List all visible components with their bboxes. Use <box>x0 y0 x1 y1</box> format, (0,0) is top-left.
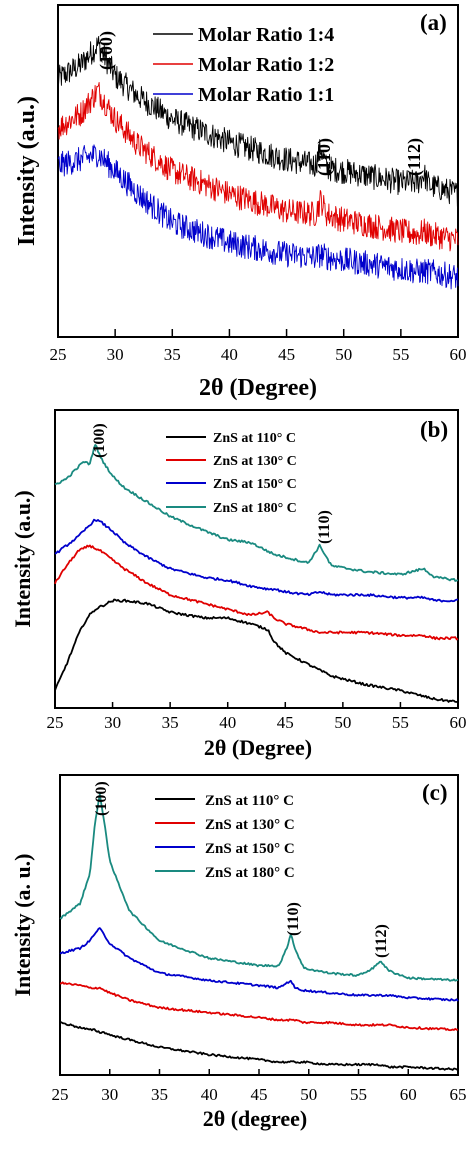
panel-a-legend: Molar Ratio 1:4 Molar Ratio 1:2 Molar Ra… <box>153 24 334 106</box>
panel-b-y-axis-label: Intensity (a.u.) <box>10 490 35 628</box>
panel-c-peak-100: (100) <box>93 781 110 816</box>
panel-b-legend-label-4: ZnS at 180° C <box>213 501 297 516</box>
panel-b-legend-label-2: ZnS at 130° C <box>213 454 297 469</box>
x-tick-label: 40 <box>219 713 236 732</box>
x-tick-label: 50 <box>300 1085 317 1104</box>
panel-c-x-axis: 25 30 35 40 45 50 55 60 65 <box>52 1069 467 1104</box>
panel-b-legend: ZnS at 110° C ZnS at 130° C ZnS at 150° … <box>166 431 297 516</box>
series-line-teal <box>54 444 459 582</box>
x-tick-label: 45 <box>278 345 295 364</box>
x-tick-label: 45 <box>277 713 294 732</box>
series-line-black <box>57 36 459 208</box>
panel-b-plot-area <box>54 444 459 704</box>
panel-b-x-axis: 25 30 35 40 45 50 55 60 <box>47 702 467 732</box>
x-tick-label: 30 <box>107 345 124 364</box>
x-tick-label: 50 <box>334 713 351 732</box>
panel-c-legend-label-1: ZnS at 110° C <box>205 793 294 809</box>
x-tick-label: 25 <box>47 713 64 732</box>
series-line-blue <box>54 518 458 603</box>
panel-b-peak-110: (110) <box>316 510 333 544</box>
panel-c-peak-110: (110) <box>285 902 302 936</box>
series-line-red <box>54 544 459 641</box>
x-tick-label: 50 <box>335 345 352 364</box>
panel-a-x-axis-label: 2θ (Degree) <box>199 375 317 401</box>
x-tick-label: 60 <box>450 713 467 732</box>
x-tick-label: 65 <box>450 1085 467 1104</box>
series-line-black <box>59 1021 459 1072</box>
panel-c-legend-label-3: ZnS at 150° C <box>205 841 295 857</box>
panel-a-x-axis: 25 30 35 40 45 50 55 60 <box>50 329 467 364</box>
panel-c: (c) ZnS at 110° C ZnS at 130° C ZnS at 1… <box>10 774 467 1131</box>
x-tick-label: 35 <box>162 713 179 732</box>
panel-c-plot-area <box>59 793 459 1072</box>
panel-a-plot-area <box>57 36 459 290</box>
x-tick-label: 25 <box>50 345 67 364</box>
x-tick-label: 40 <box>201 1085 218 1104</box>
panel-b-legend-label-1: ZnS at 110° C <box>213 431 296 446</box>
panel-c-legend-label-2: ZnS at 130° C <box>205 817 295 833</box>
panel-c-legend: ZnS at 110° C ZnS at 130° C ZnS at 150° … <box>155 793 295 881</box>
x-tick-label: 60 <box>400 1085 417 1104</box>
panel-b-letter: (b) <box>420 417 448 442</box>
panel-c-y-axis-label: Intensity (a. u.) <box>10 853 35 996</box>
series-line-teal <box>59 793 459 982</box>
panel-a-legend-label-2: Molar Ratio 1:2 <box>198 54 334 76</box>
x-tick-label: 35 <box>164 345 181 364</box>
series-line-black <box>54 598 459 704</box>
panel-a-legend-label-3: Molar Ratio 1:1 <box>198 84 334 106</box>
panel-b-frame <box>54 409 459 709</box>
x-tick-label: 40 <box>221 345 238 364</box>
panel-b: (b) ZnS at 110° C ZnS at 130° C ZnS at 1… <box>10 409 467 760</box>
panel-c-letter: (c) <box>422 780 448 805</box>
panel-c-legend-label-4: ZnS at 180° C <box>205 865 295 881</box>
series-line-blue <box>59 927 459 1002</box>
panel-a-peak-112: (112) <box>404 138 425 176</box>
series-line-red <box>59 981 459 1032</box>
panel-a-letter: (a) <box>420 10 447 35</box>
x-tick-label: 55 <box>350 1085 367 1104</box>
x-tick-label: 45 <box>251 1085 268 1104</box>
panel-b-peak-100: (100) <box>91 423 108 458</box>
panel-a-frame <box>57 4 459 338</box>
panel-a: (a) Molar Ratio 1:4 Molar Ratio 1:2 Mola… <box>14 4 467 401</box>
panel-a-y-axis-label: Intensity (a.u.) <box>14 96 40 246</box>
panel-a-legend-label-1: Molar Ratio 1:4 <box>198 24 334 46</box>
panel-c-x-axis-label: 2θ (degree) <box>203 1106 308 1131</box>
x-tick-label: 60 <box>450 345 467 364</box>
x-tick-label: 55 <box>392 345 409 364</box>
series-line-red <box>57 81 459 252</box>
panel-a-peak-110: (110) <box>314 138 335 176</box>
x-tick-label: 30 <box>101 1085 118 1104</box>
panel-b-x-axis-label: 2θ (Degree) <box>204 735 312 760</box>
x-tick-label: 35 <box>151 1085 168 1104</box>
panel-a-peak-100: (100) <box>96 31 117 70</box>
panel-c-peak-112: (112) <box>373 924 390 958</box>
series-line-blue <box>57 144 459 290</box>
panel-b-legend-label-3: ZnS at 150° C <box>213 477 297 492</box>
x-tick-label: 30 <box>104 713 121 732</box>
x-tick-label: 55 <box>392 713 409 732</box>
x-tick-label: 25 <box>52 1085 69 1104</box>
